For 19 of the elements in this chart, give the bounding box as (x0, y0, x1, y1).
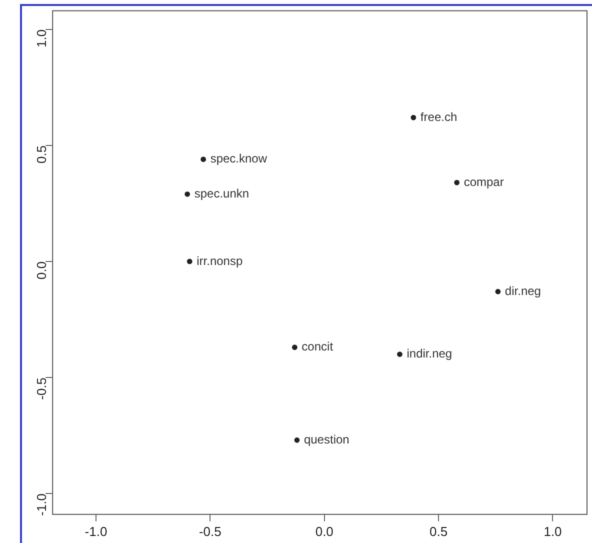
annotation: irr.nonsp (196, 254, 243, 268)
annotation: compar (464, 174, 504, 189)
annotation: concit (302, 340, 334, 354)
y-tick-label: -1.0 (34, 494, 50, 516)
annotation: dir.neg (504, 284, 541, 298)
x-tick-label: -1.0 (84, 524, 108, 539)
annotation: indir.neg (406, 346, 452, 361)
x-tick-label: 1.0 (544, 524, 562, 539)
y-tick-label: 1.0 (34, 29, 50, 48)
x-tick-label: 0.0 (315, 524, 334, 539)
y-tick-label: 0.0 (34, 261, 50, 280)
x-tick-label: 0.5 (430, 524, 448, 539)
y-tick-label: -0.5 (34, 377, 50, 400)
annotation: question (304, 432, 350, 446)
y-tick-label: 0.5 (34, 145, 50, 164)
x-tick-label: -0.5 (198, 524, 222, 539)
annotation: free.ch (420, 110, 458, 124)
annotation: spec.know (210, 152, 268, 166)
annotation: spec.unkn (194, 186, 250, 200)
